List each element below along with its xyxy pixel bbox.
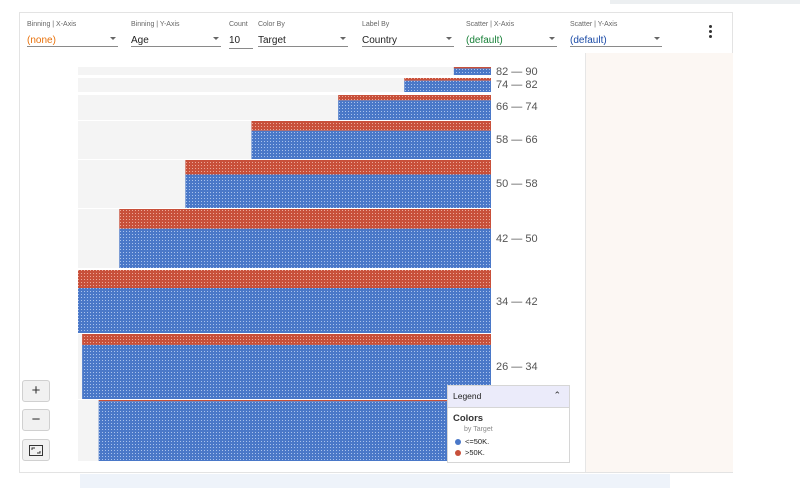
chevron-down-icon	[340, 37, 346, 40]
bin-label: 42 — 50	[496, 233, 538, 245]
bar-segment-gt50k[interactable]	[453, 67, 491, 69]
chevron-up-icon[interactable]: ⌃	[553, 390, 561, 400]
scatter-x-value: (default)	[466, 35, 503, 46]
fit-to-screen-button[interactable]	[22, 439, 50, 461]
bar-segment-le50k[interactable]	[404, 80, 491, 92]
legend-item-label: >50K.	[465, 448, 485, 457]
legend-item-label: <=50K.	[465, 437, 490, 446]
legend-panel: Legend ⌃ Colors by Target <=50K. >50K.	[447, 385, 570, 463]
bar-segment-le50k[interactable]	[338, 100, 491, 120]
legend-dot-icon	[455, 449, 461, 456]
facets-dive-app: Binning | X-Axis (none) Binning | Y-Axis…	[19, 12, 733, 473]
chevron-down-icon	[654, 37, 660, 40]
age-bin-row[interactable]: 74 — 82	[78, 78, 538, 92]
scatter-x-control: Scatter | X-Axis (default)	[466, 20, 557, 47]
chevron-down-icon	[110, 37, 116, 40]
age-bin-row[interactable]: 66 — 74	[78, 95, 538, 120]
chevron-down-icon	[213, 37, 219, 40]
bar-segment-gt50k[interactable]	[338, 95, 491, 101]
age-bin-row[interactable]: 58 — 66	[78, 121, 538, 159]
bin-label: 26 — 34	[496, 361, 538, 373]
scatter-y-control: Scatter | Y-Axis (default)	[570, 20, 662, 47]
bin-label: 82 — 90	[496, 66, 538, 78]
bottom-strip	[80, 474, 670, 488]
bar-segment-le50k[interactable]	[98, 401, 492, 461]
legend-item-gt50k: >50K.	[455, 448, 485, 458]
bin-label: 50 — 58	[496, 178, 538, 190]
top-shadow	[610, 0, 800, 4]
toolbar: Binning | X-Axis (none) Binning | Y-Axis…	[20, 13, 732, 53]
chevron-down-icon	[549, 37, 555, 40]
bin-track	[78, 78, 491, 92]
binning-y-select[interactable]: Age	[131, 30, 221, 47]
age-bin-row[interactable]: 34 — 42	[78, 270, 538, 333]
bar-segment-le50k[interactable]	[82, 344, 491, 399]
age-bin-row[interactable]: 50 — 58	[78, 160, 538, 208]
binning-y-value: Age	[131, 35, 149, 46]
color-by-select[interactable]: Target	[258, 30, 348, 47]
binning-x-value: (none)	[27, 35, 56, 46]
legend-section-title: Colors	[453, 413, 484, 424]
bin-track	[78, 67, 491, 75]
legend-header[interactable]: Legend ⌃	[448, 386, 569, 408]
age-bin-row[interactable]: 82 — 90	[78, 66, 538, 78]
scatter-y-value: (default)	[570, 35, 607, 46]
bar-segment-gt50k[interactable]	[98, 400, 492, 402]
bar-segment-gt50k[interactable]	[119, 209, 492, 229]
legend-dot-icon	[455, 438, 461, 445]
color-by-label: Color By	[258, 21, 285, 28]
binning-y-control: Binning | Y-Axis Age	[131, 20, 221, 47]
label-by-select[interactable]: Country	[362, 30, 454, 47]
count-input[interactable]	[229, 33, 253, 49]
bin-label: 58 — 66	[496, 134, 538, 146]
zoom-in-button[interactable]: +	[22, 380, 50, 402]
info-panel	[585, 53, 733, 472]
bar-segment-gt50k[interactable]	[82, 334, 491, 345]
bar-segment-le50k[interactable]	[119, 228, 492, 268]
scatter-x-select[interactable]: (default)	[466, 30, 557, 47]
bar-segment-le50k[interactable]	[185, 174, 491, 208]
bin-label: 34 — 42	[496, 296, 538, 308]
bar-segment-le50k[interactable]	[453, 68, 491, 75]
binning-y-label: Binning | Y-Axis	[131, 21, 180, 28]
more-vert-icon[interactable]	[704, 25, 716, 41]
bar-segment-le50k[interactable]	[251, 130, 491, 159]
binning-x-select[interactable]: (none)	[27, 30, 118, 47]
legend-subtitle: by Target	[464, 426, 493, 433]
facets-chart[interactable]: 82 — 90 74 — 82 66 — 74 58 — 66 50 — 58 42 — …	[20, 53, 585, 472]
age-bin-row[interactable]: 26 — 34	[78, 334, 538, 399]
binning-x-label: Binning | X-Axis	[27, 21, 77, 28]
scatter-y-label: Scatter | Y-Axis	[570, 21, 618, 28]
age-bin-row[interactable]: 42 — 50	[78, 209, 538, 268]
age-bin-row[interactable]: 18 — 26	[78, 400, 538, 461]
legend-title: Legend	[453, 391, 482, 401]
zoom-out-button[interactable]: −	[22, 409, 50, 431]
count-control: Count	[229, 20, 255, 49]
bar-segment-gt50k[interactable]	[185, 160, 491, 175]
scatter-y-select[interactable]: (default)	[570, 30, 662, 47]
color-by-control: Color By Target	[258, 20, 348, 47]
scatter-x-label: Scatter | X-Axis	[466, 21, 515, 28]
legend-item-le50k: <=50K.	[455, 437, 489, 447]
bar-segment-gt50k[interactable]	[251, 121, 491, 131]
count-label: Count	[229, 21, 248, 28]
bin-label: 66 — 74	[496, 101, 538, 113]
bar-segment-gt50k[interactable]	[78, 270, 491, 288]
bar-segment-le50k[interactable]	[78, 288, 491, 333]
label-by-label: Label By	[362, 21, 390, 28]
binning-x-control: Binning | X-Axis (none)	[27, 20, 118, 47]
bin-label: 74 — 82	[496, 79, 538, 91]
label-by-control: Label By Country	[362, 20, 454, 47]
bar-segment-gt50k[interactable]	[404, 78, 491, 81]
chevron-down-icon	[446, 37, 452, 40]
fit-screen-icon	[29, 445, 43, 456]
label-by-value: Country	[362, 35, 398, 46]
color-by-value: Target	[258, 35, 286, 46]
